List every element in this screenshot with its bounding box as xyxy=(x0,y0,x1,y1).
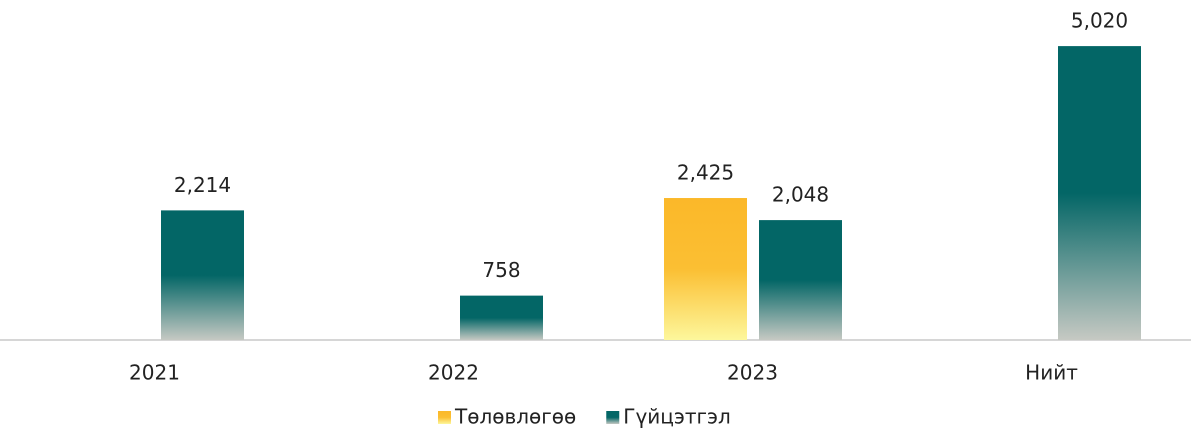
legend-label: Төлөвлөгөө xyxy=(454,405,576,429)
data-label: 2,425 xyxy=(677,161,734,185)
legend-swatch xyxy=(606,411,620,424)
bar xyxy=(1058,46,1141,341)
bar xyxy=(161,210,244,340)
bar xyxy=(759,220,842,340)
legend-label: Гүйцэтгэл xyxy=(623,405,731,429)
legend-swatch xyxy=(438,411,451,424)
data-label: 2,214 xyxy=(174,173,231,197)
x-tick-label: 2023 xyxy=(727,361,778,385)
bar xyxy=(664,198,747,340)
data-label: 5,020 xyxy=(1071,9,1128,33)
bar xyxy=(460,295,543,340)
data-label: 2,048 xyxy=(772,183,829,207)
x-tick-label: 2022 xyxy=(428,361,479,385)
x-tick-label: 2021 xyxy=(129,361,180,385)
data-label: 758 xyxy=(482,258,520,282)
x-tick-label: Нийт xyxy=(1025,361,1078,385)
